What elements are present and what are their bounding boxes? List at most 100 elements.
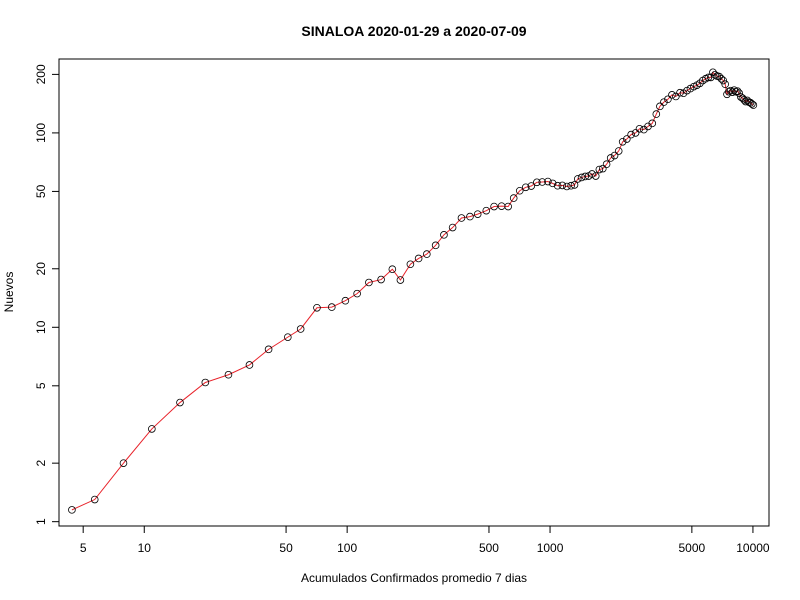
data-point: [431, 241, 440, 250]
data-point: [588, 170, 596, 178]
data-point: [696, 79, 704, 88]
data-point: [544, 177, 552, 186]
data-point: [602, 160, 611, 169]
data-point: [448, 223, 457, 232]
x-tick-label: 10: [138, 541, 152, 555]
data-point: [704, 73, 713, 82]
data-point: [606, 154, 615, 162]
data-point: [509, 194, 518, 202]
data-point: [473, 210, 482, 218]
x-axis: 5 10 50 100 500 1000 5000 10000: [80, 526, 770, 555]
x-tick-label: 5: [80, 541, 87, 555]
data-point: [631, 129, 640, 137]
data-point: [748, 100, 756, 108]
series-line: [71, 71, 754, 511]
data-point: [740, 96, 748, 104]
data-point: [652, 110, 661, 118]
x-tick-label: 100: [337, 541, 357, 555]
data-point: [406, 260, 415, 269]
data-point: [733, 87, 742, 95]
data-point: [676, 88, 684, 97]
data-point: [719, 76, 728, 85]
y-tick-label: 100: [34, 123, 48, 143]
data-point: [119, 459, 128, 467]
data-point: [558, 181, 567, 190]
data-point: [660, 98, 668, 106]
y-tick-label: 10: [34, 320, 48, 334]
data-point: [709, 68, 717, 77]
data-point: [490, 202, 498, 211]
x-tick-label: 50: [279, 541, 293, 555]
data-point: [341, 296, 350, 305]
data-point: [627, 130, 635, 139]
data-point: [245, 361, 254, 369]
data-point: [573, 175, 582, 183]
data-point: [548, 179, 557, 188]
y-tick-label: 2: [34, 459, 48, 466]
data-point: [595, 165, 604, 174]
data-point: [90, 495, 99, 504]
data-point: [599, 164, 607, 173]
data-point: [264, 345, 273, 354]
y-tick-label: 50: [34, 184, 48, 198]
data-point: [648, 119, 657, 128]
data-point: [296, 325, 305, 333]
data-point: [457, 214, 466, 222]
data-point: [656, 102, 664, 111]
data-point: [353, 289, 361, 298]
data-point: [635, 124, 644, 133]
y-tick-label: 20: [34, 262, 48, 276]
data-point: [396, 276, 405, 284]
data-point: [327, 303, 336, 311]
data-point: [668, 91, 676, 99]
data-point: [567, 181, 575, 190]
x-tick-label: 5000: [679, 541, 706, 555]
data-point: [538, 178, 547, 186]
data-point: [440, 231, 448, 239]
data-point: [553, 181, 562, 190]
data-point: [224, 370, 233, 379]
data-point: [377, 275, 385, 284]
data-point: [581, 172, 589, 181]
data-point: [201, 378, 210, 387]
y-axis: 1 2 5 10 20 50 100 200: [34, 64, 59, 525]
data-point: [570, 181, 579, 189]
data-point: [717, 74, 726, 83]
data-point: [148, 425, 156, 433]
x-axis-label: Acumulados Confirmados promedio 7 dias: [301, 571, 527, 585]
data-point: [466, 212, 474, 221]
data-point: [749, 101, 758, 109]
data-point: [527, 182, 536, 190]
y-tick-label: 5: [34, 382, 48, 389]
data-point: [577, 173, 586, 182]
data-point: [414, 254, 423, 263]
data-point: [423, 250, 431, 258]
x-tick-label: 10000: [736, 541, 770, 555]
data-point: [711, 71, 719, 79]
data-point: [623, 135, 631, 143]
series-nuevos: [68, 68, 758, 514]
data-point: [664, 95, 672, 104]
data-point: [614, 147, 623, 155]
data-point: [515, 186, 524, 195]
data-point: [715, 72, 724, 81]
data-point: [618, 138, 627, 146]
chart-title: SINALOA 2020-01-29 a 2020-07-09: [301, 23, 526, 39]
data-point: [176, 398, 184, 407]
data-point: [388, 265, 397, 274]
x-tick-label: 1000: [537, 541, 564, 555]
y-tick-label: 1: [34, 518, 48, 525]
data-point: [504, 202, 513, 211]
plot-frame: [58, 58, 770, 527]
data-point: [313, 303, 321, 312]
data-point: [365, 278, 373, 287]
data-point: [482, 206, 491, 215]
data-point: [533, 178, 541, 187]
data-point: [610, 151, 619, 160]
data-point: [672, 92, 680, 101]
y-tick-label: 200: [34, 64, 48, 84]
x-tick-label: 500: [479, 541, 499, 555]
data-point: [591, 172, 600, 180]
data-point: [521, 183, 530, 192]
